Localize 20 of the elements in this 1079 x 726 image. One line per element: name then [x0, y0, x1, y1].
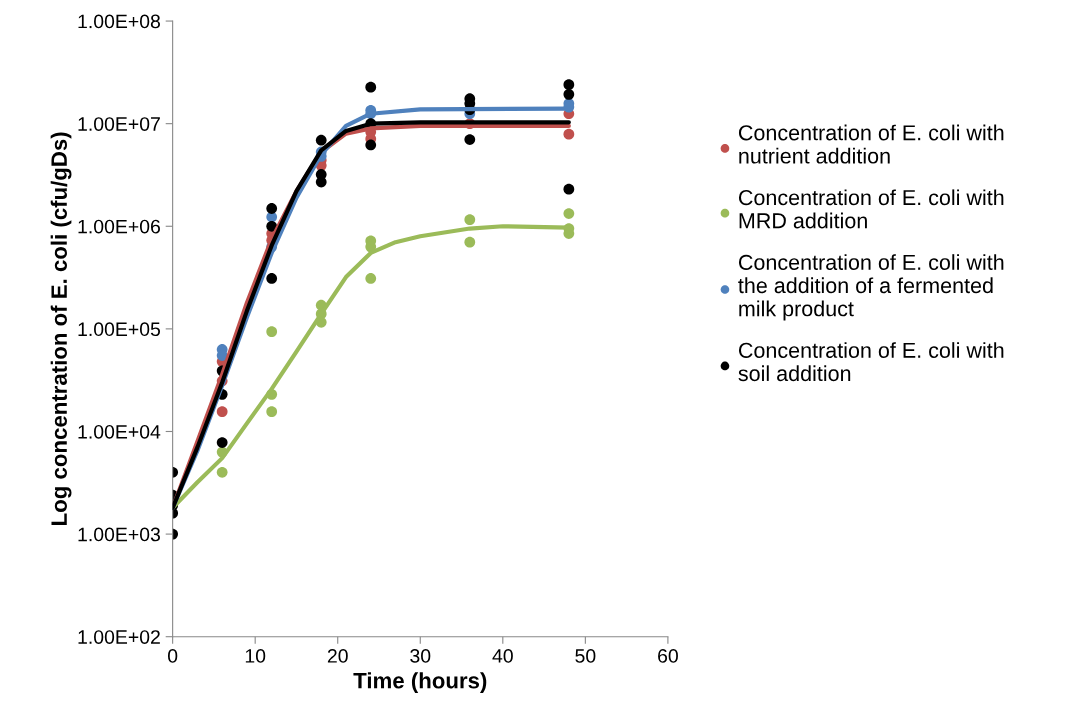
x-tick-label: 20	[327, 649, 348, 663]
y-tick-label: 1.00E+05	[78, 322, 161, 337]
x-tick-label: 30	[410, 649, 431, 663]
y-tick-label: 1.00E+06	[78, 219, 160, 234]
x-tick-label: 0	[167, 649, 178, 663]
x-tick-label: 40	[492, 649, 513, 663]
legend-label: Concentration of E. coli with nutrient addition	[738, 124, 1004, 164]
y-tick-label: 1.00E+07	[78, 117, 160, 131]
y-tick-label: 1.00E+08	[78, 14, 160, 29]
y-tick-label: 1.00E+02	[78, 630, 160, 644]
y-tick-label: 1.00E+04	[78, 424, 161, 439]
legend-label: Concentration of E. coli with MRD addition	[738, 189, 1004, 229]
x-axis-title: Time (hours)	[353, 672, 487, 693]
legend-label: Concentration of E. coli with soil addition	[738, 342, 1004, 382]
x-tick-label: 60	[658, 649, 678, 663]
y-tick-label: 1.00E+03	[78, 527, 160, 542]
x-tick-label: 10	[245, 649, 266, 663]
y-axis-title: Log concentration of E. coli (cfu/gDs)	[50, 132, 72, 525]
legend-label: Concentration of E. coli with the addition of a fermented milk product	[738, 254, 1004, 321]
x-tick-label: 50	[575, 649, 596, 663]
